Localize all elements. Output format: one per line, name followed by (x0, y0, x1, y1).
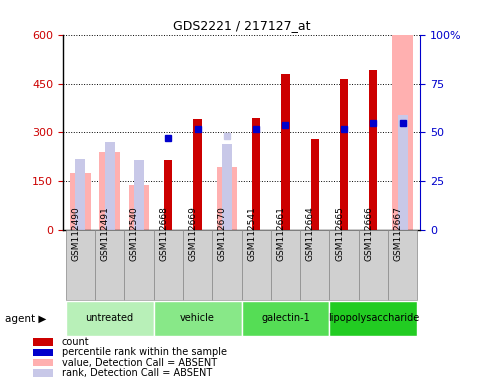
Text: vehicle: vehicle (180, 313, 215, 323)
Text: GSM112541: GSM112541 (247, 207, 256, 261)
FancyBboxPatch shape (329, 230, 359, 300)
FancyBboxPatch shape (183, 230, 212, 300)
Bar (33, 338, 53, 346)
FancyBboxPatch shape (154, 301, 242, 336)
Bar (340, 79, 348, 230)
Text: lipopolysaccharide: lipopolysaccharide (327, 313, 419, 323)
Bar (222, 144, 232, 230)
Bar (70, 173, 91, 230)
Text: GSM112540: GSM112540 (130, 207, 139, 261)
Text: GSM112670: GSM112670 (218, 207, 227, 261)
FancyBboxPatch shape (271, 230, 300, 300)
Bar (281, 74, 289, 230)
Text: GDS2221 / 217127_at: GDS2221 / 217127_at (173, 19, 310, 32)
Bar (99, 152, 120, 230)
Text: GSM112664: GSM112664 (306, 207, 315, 261)
FancyBboxPatch shape (95, 230, 124, 300)
Text: GSM112491: GSM112491 (100, 207, 110, 261)
Bar (369, 71, 377, 230)
FancyBboxPatch shape (329, 301, 417, 336)
FancyBboxPatch shape (242, 301, 329, 336)
Bar (75, 159, 85, 230)
FancyBboxPatch shape (359, 230, 388, 300)
Text: GSM112490: GSM112490 (71, 207, 80, 261)
Bar (398, 114, 408, 230)
FancyBboxPatch shape (154, 230, 183, 300)
Bar (33, 359, 53, 366)
Bar (104, 142, 115, 230)
Bar (134, 160, 144, 230)
Bar (128, 185, 149, 230)
FancyBboxPatch shape (212, 230, 242, 300)
Text: agent ▶: agent ▶ (5, 314, 46, 324)
Text: galectin-1: galectin-1 (261, 313, 310, 323)
Text: GSM112668: GSM112668 (159, 207, 168, 261)
Text: GSM112669: GSM112669 (188, 207, 198, 261)
FancyBboxPatch shape (66, 230, 95, 300)
Text: value, Detection Call = ABSENT: value, Detection Call = ABSENT (62, 358, 217, 367)
FancyBboxPatch shape (388, 230, 417, 300)
Bar (33, 349, 53, 356)
Text: untreated: untreated (85, 313, 134, 323)
Bar (164, 160, 172, 230)
FancyBboxPatch shape (124, 230, 154, 300)
Text: rank, Detection Call = ABSENT: rank, Detection Call = ABSENT (62, 368, 212, 378)
FancyBboxPatch shape (242, 230, 271, 300)
FancyBboxPatch shape (66, 301, 154, 336)
Bar (216, 167, 237, 230)
Text: percentile rank within the sample: percentile rank within the sample (62, 348, 227, 358)
Bar (33, 369, 53, 377)
Text: count: count (62, 337, 89, 347)
Bar (311, 139, 319, 230)
Text: GSM112661: GSM112661 (276, 207, 285, 261)
Text: GSM112667: GSM112667 (394, 207, 403, 261)
Text: GSM112666: GSM112666 (364, 207, 373, 261)
FancyBboxPatch shape (300, 230, 329, 300)
Text: GSM112665: GSM112665 (335, 207, 344, 261)
Bar (392, 35, 413, 230)
Bar (252, 118, 260, 230)
Bar (194, 119, 202, 230)
